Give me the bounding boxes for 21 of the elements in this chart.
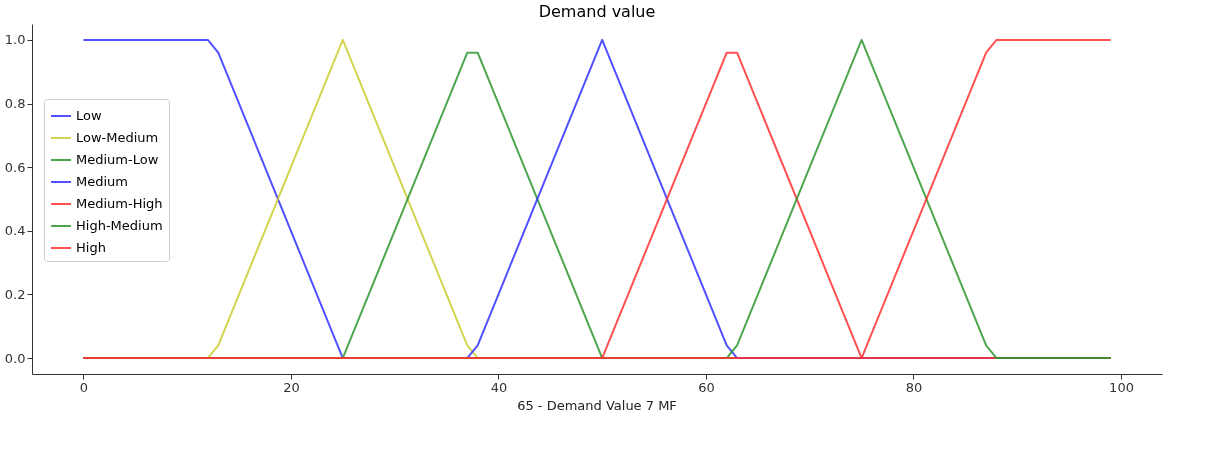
legend-label: Low xyxy=(76,108,102,123)
legend-label: Medium-Low xyxy=(76,152,159,167)
x-tick-label: 100 xyxy=(1109,379,1134,395)
x-tick-label: 0 xyxy=(79,379,88,395)
legend-label: High xyxy=(76,240,106,255)
y-tick-label: 0.6 xyxy=(4,159,26,175)
y-tick-label: 0.0 xyxy=(4,350,26,366)
x-tick-label: 20 xyxy=(283,379,300,395)
legend-label: Low-Medium xyxy=(76,130,159,145)
legend-label: High-Medium xyxy=(76,218,163,233)
y-tick-label: 0.2 xyxy=(4,286,26,302)
legend-label: Medium xyxy=(76,174,128,189)
legend-label: Medium-High xyxy=(76,196,163,211)
x-tick-label: 40 xyxy=(490,379,508,395)
y-tick-label: 0.8 xyxy=(4,96,26,112)
x-tick-label: 80 xyxy=(905,379,923,395)
y-tick-label: 1.0 xyxy=(4,32,26,48)
text: 65 - Demand Value 7 MF xyxy=(517,398,677,413)
y-tick-label: 0.4 xyxy=(4,223,26,239)
chart-title: Demand value xyxy=(538,2,656,21)
x-tick-label: 60 xyxy=(698,379,715,395)
